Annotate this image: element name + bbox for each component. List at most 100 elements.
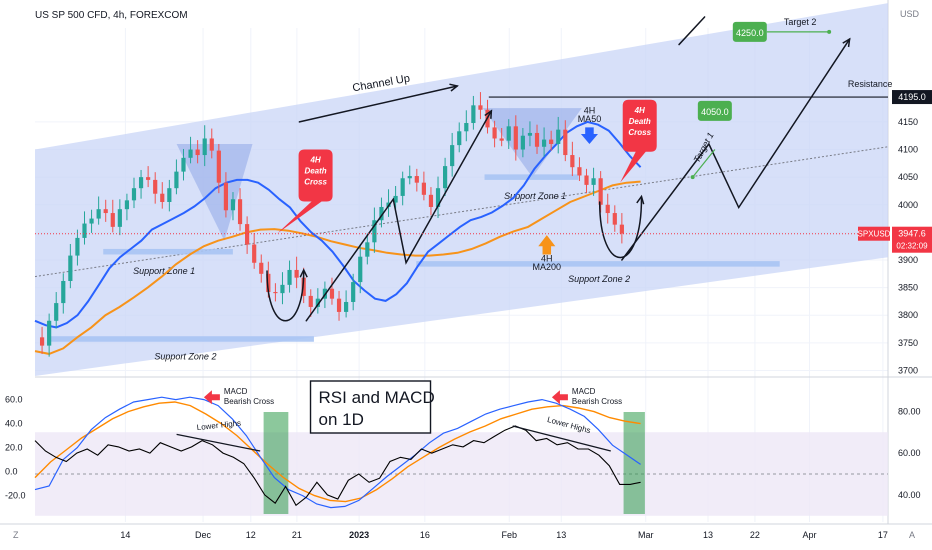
candle-body: [450, 145, 455, 167]
candle-body: [68, 255, 73, 281]
symbol-label: SPXUSD: [858, 230, 891, 239]
candle-body: [195, 149, 200, 156]
candle-body: [577, 167, 582, 176]
channel-up-arrow: [298, 85, 458, 123]
candle-body: [534, 132, 540, 147]
candle-body: [344, 301, 349, 312]
target-2-label: Target 2: [784, 17, 817, 27]
candle-body: [527, 132, 533, 136]
time-axis-tick: 12: [246, 530, 256, 540]
price-axis-tick: 3750: [898, 338, 918, 348]
candle-body: [287, 269, 292, 285]
rsi-axis-tick: 60.00: [898, 448, 921, 458]
last-price-tag: [892, 226, 932, 253]
candle-body: [358, 256, 363, 283]
support-zone-label: Support Zone 2: [568, 274, 630, 284]
candle-body: [280, 284, 285, 294]
last-price-text: 3947.6: [898, 229, 926, 239]
candle-body: [110, 213, 115, 227]
ma50-arrow-icon: [580, 127, 598, 144]
candle-body: [329, 288, 335, 299]
bearish-cross-arrow-icon: [551, 390, 568, 405]
death-cross-label: Death: [629, 117, 651, 126]
candle-body: [47, 320, 52, 346]
price-axis-tick: 3850: [898, 283, 918, 293]
auto-scale-toggle[interactable]: A: [909, 530, 915, 540]
indicator-title: RSI and MACD: [319, 388, 435, 407]
log-scale-toggle[interactable]: Z: [13, 530, 19, 540]
u-curve-arrowhead: [636, 194, 645, 205]
death-cross-callout: [277, 149, 333, 234]
candle-body: [117, 209, 122, 227]
target-1-price: 4050.0: [701, 107, 729, 117]
time-axis-tick: 14: [120, 530, 130, 540]
candle-body: [421, 182, 426, 195]
candle-body: [443, 166, 448, 189]
candle-body: [216, 150, 221, 183]
axes: 3700375038003850390039504000405041004150…: [5, 90, 932, 540]
candle-body: [336, 298, 342, 312]
target-2-box: [732, 21, 767, 42]
candle-body: [513, 126, 518, 150]
macd-bearish-cross-label: Bearish Cross: [224, 397, 274, 406]
death-cross-label: Death: [304, 167, 326, 176]
candle-body: [570, 155, 575, 168]
candle-body: [379, 206, 384, 221]
candle-body: [89, 218, 94, 224]
death-cross-label: 4H: [309, 156, 320, 165]
price-pane: Support Zone 1 Support Zone 2 Support Zone…: [34, 3, 892, 377]
macd-axis-tick: 0.0: [5, 467, 18, 477]
candle-body: [153, 179, 158, 194]
price-axis-tick: 4050: [898, 172, 918, 182]
candle-body: [237, 199, 243, 225]
candle-body: [619, 224, 624, 234]
candle-body: [591, 178, 596, 185]
candle-body: [259, 262, 264, 274]
target-1-dot: [690, 175, 695, 180]
candle-body: [393, 195, 398, 203]
candle-body: [499, 138, 504, 141]
time-axis-tick: 13: [703, 530, 713, 540]
candle-body: [181, 157, 186, 172]
ma200-label: MA200: [533, 262, 562, 272]
macd-bearish-cross-label: MACD: [224, 387, 248, 396]
channel-up-band: [35, 3, 888, 377]
target-1-box: [697, 100, 732, 121]
ma200-arrow-icon: [538, 235, 556, 255]
rsi-axis-tick: 80.00: [898, 406, 921, 416]
candle-body: [223, 182, 229, 211]
candle-body: [556, 129, 561, 144]
death-cross-callout: [620, 99, 657, 183]
candle-body: [478, 105, 483, 110]
candle-body: [252, 244, 257, 263]
time-axis-tick: Mar: [638, 530, 654, 540]
candle-body: [308, 295, 313, 307]
candle-body: [351, 282, 356, 302]
candle-body: [245, 224, 250, 245]
price-axis-tick: 4000: [898, 200, 918, 210]
support-zone-label: Support Zone 1: [504, 191, 566, 201]
death-cross-label: 4H: [634, 106, 645, 115]
ma50-label: 4H: [584, 106, 596, 116]
candle-body: [202, 138, 207, 156]
candle-body: [563, 129, 568, 156]
time-axis-tick: Apr: [803, 530, 817, 540]
support-zone-label: Support Zone 1: [133, 266, 195, 276]
time-axis-tick: 13: [556, 530, 566, 540]
candle-body: [131, 188, 137, 201]
macd-bearish-cross-label: MACD: [572, 387, 596, 396]
lower-highs-line: [512, 425, 611, 452]
candle-body: [167, 188, 172, 202]
rsi-axis-tick: 40.00: [898, 490, 921, 500]
u-curve-arrow: [266, 270, 305, 322]
target-2-dot: [827, 29, 832, 34]
price-axis-tick: 4150: [898, 117, 918, 127]
candle-body: [541, 139, 547, 147]
candle-body: [471, 105, 476, 124]
death-cross-label: Cross: [628, 128, 651, 137]
macd-axis-tick: -20.0: [5, 491, 26, 501]
currency-label: USD: [900, 9, 920, 19]
candle-body: [294, 269, 299, 278]
macd-line: [34, 396, 641, 509]
